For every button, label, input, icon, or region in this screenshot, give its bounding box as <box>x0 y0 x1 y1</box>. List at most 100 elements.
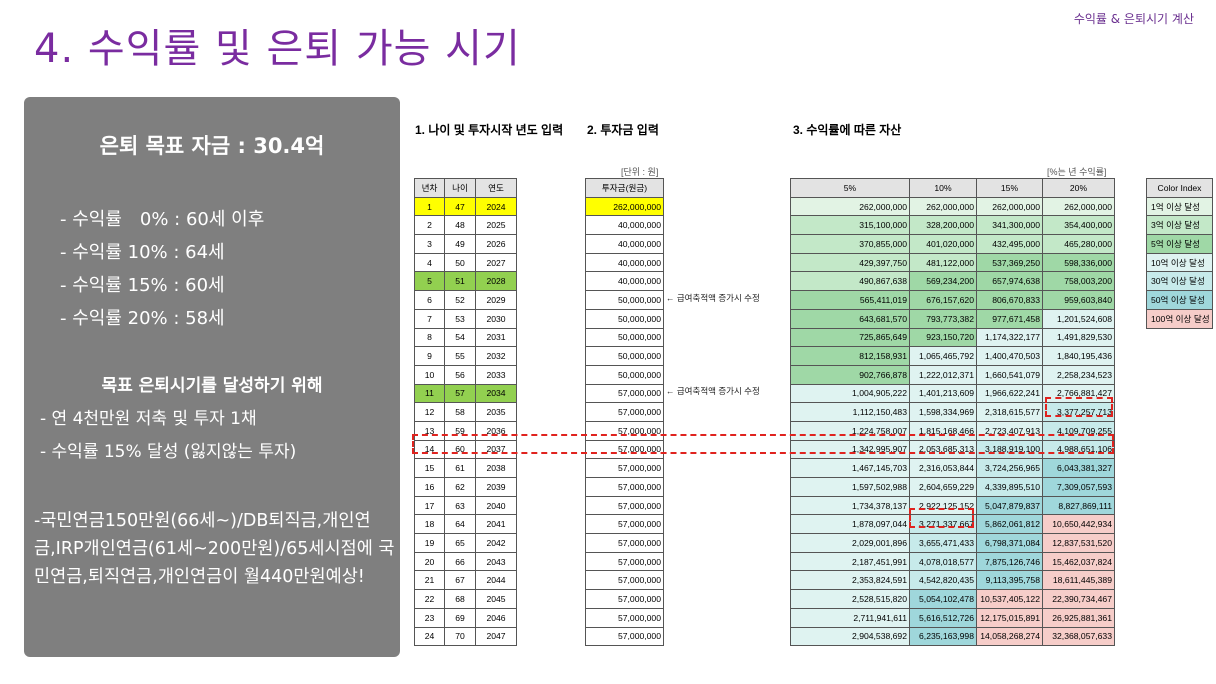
table-cell: 14,058,268,274 <box>976 626 1043 647</box>
table-cell: 643,681,570 <box>790 308 910 329</box>
age-row: 5 51 2028 <box>414 271 517 292</box>
col-header: 나이 <box>444 178 476 198</box>
table-cell: 2,316,053,844 <box>909 458 977 478</box>
legend-row: 1억 이상 달성 <box>1146 196 1213 217</box>
investment-row: 57,000,000 <box>585 626 664 647</box>
assets-row: 1,467,145,703 2,316,053,844 3,724,256,965 6… <box>790 458 1115 478</box>
table-cell: 6 <box>414 290 445 310</box>
table-cell: 51 <box>444 271 476 292</box>
table-cell: 262,000,000 <box>909 196 977 217</box>
table-cell: 32,368,057,633 <box>1042 626 1115 647</box>
table-cell: 9 <box>414 346 445 366</box>
table-cell: 40,000,000 <box>585 234 664 254</box>
age-row: 17 63 2040 <box>414 495 517 516</box>
table-cell: 3 <box>414 234 445 254</box>
investment-row: 57,000,000 <box>585 570 664 591</box>
investment-row: 40,000,000 <box>585 271 664 292</box>
table-cell: 2,922,125,152 <box>909 495 977 516</box>
table-cell: 2034 <box>475 383 517 404</box>
age-row: 3 49 2026 <box>414 234 517 254</box>
assets-row: 2,711,941,611 5,616,512,726 12,175,015,891… <box>790 607 1115 628</box>
rate-line: - 수익률 15% : 60세 <box>60 275 225 296</box>
investment-table: 투자금(원금) 262,000,000 40,000,000 40,000,000 4… <box>585 178 664 647</box>
investment-row: 57,000,000 <box>585 477 664 497</box>
table-cell: 1,491,829,530 <box>1042 327 1115 348</box>
table-cell: 3,724,256,965 <box>976 458 1043 478</box>
table-cell: 565,411,019 <box>790 290 910 310</box>
table-cell: 2046 <box>475 607 517 628</box>
table-cell: 598,336,000 <box>1042 252 1115 273</box>
table-cell: 2035 <box>475 402 517 422</box>
table-cell: 49 <box>444 234 476 254</box>
age-row: 9 55 2032 <box>414 346 517 366</box>
table-cell: 57,000,000 <box>585 477 664 497</box>
table-cell: 1,966,622,241 <box>976 383 1043 404</box>
legend-row: 100억 이상 달성 <box>1146 308 1213 329</box>
col-header: 15% <box>976 178 1043 198</box>
table-cell: 902,766,878 <box>790 364 910 385</box>
col-header: 년차 <box>414 178 445 198</box>
col-header: 투자금(원금) <box>585 178 664 198</box>
table-cell: 57,000,000 <box>585 402 664 422</box>
table-cell: 16 <box>414 477 445 497</box>
legend-row: 5억 이상 달성 <box>1146 234 1213 254</box>
table-cell: 67 <box>444 570 476 591</box>
table-cell: 69 <box>444 607 476 628</box>
table-cell: 758,003,200 <box>1042 271 1115 292</box>
table-cell: 15,462,037,824 <box>1042 551 1115 572</box>
table-cell: 354,400,000 <box>1042 215 1115 236</box>
table-cell: 481,122,000 <box>909 252 977 273</box>
table-cell: 1 <box>414 196 445 217</box>
unit-label: [단위 : 원] <box>621 167 659 177</box>
table-cell: 1,342,995,907 <box>790 439 910 460</box>
age-row: 19 65 2042 <box>414 533 517 553</box>
table-cell: 5 <box>414 271 445 292</box>
assets-row: 2,353,824,591 4,542,820,435 9,113,395,758 1… <box>790 570 1115 591</box>
table-cell: 57,000,000 <box>585 383 664 404</box>
table-cell: 2028 <box>475 271 517 292</box>
investment-row: 50,000,000 <box>585 327 664 348</box>
strategy-line: - 연 4천만원 저축 및 투자 1채 <box>40 409 257 429</box>
table-cell: 40,000,000 <box>585 215 664 236</box>
assets-row: 643,681,570 793,773,382 977,671,458 1,201,5… <box>790 308 1115 329</box>
table-cell: 17 <box>414 495 445 516</box>
table-cell: 1,597,502,988 <box>790 477 910 497</box>
col-header: 연도 <box>475 178 517 198</box>
table-cell: 1,222,012,371 <box>909 364 977 385</box>
table-cell: 1,112,150,483 <box>790 402 910 422</box>
table-cell: 50,000,000 <box>585 290 664 310</box>
legend-item: 50억 이상 달성 <box>1146 290 1213 310</box>
table-cell: 68 <box>444 589 476 609</box>
table-cell: 50,000,000 <box>585 327 664 348</box>
col-header: 20% <box>1042 178 1115 198</box>
table-cell: 490,867,638 <box>790 271 910 292</box>
table-cell: 24 <box>414 626 445 647</box>
assets-row: 2,029,001,896 3,655,471,433 6,798,371,084 1… <box>790 533 1115 553</box>
table-cell: 8 <box>414 327 445 348</box>
table-cell: 806,670,833 <box>976 290 1043 310</box>
legend-item: 1억 이상 달성 <box>1146 196 1213 217</box>
pension-note: -국민연금150만원(66세~)/DB퇴직금,개인연금,IRP개인연금(61세~… <box>34 511 395 587</box>
assets-row: 1,004,905,222 1,401,213,609 1,966,622,241 2… <box>790 383 1115 404</box>
table-cell: 12 <box>414 402 445 422</box>
assets-row: 315,100,000 328,200,000 341,300,000 354,400… <box>790 215 1115 236</box>
table-cell: 2,258,234,523 <box>1042 364 1115 385</box>
table-cell: 370,855,000 <box>790 234 910 254</box>
table-cell: 2,318,615,577 <box>976 402 1043 422</box>
table-cell: 401,020,000 <box>909 234 977 254</box>
table-cell: 1,004,905,222 <box>790 383 910 404</box>
table-cell: 315,100,000 <box>790 215 910 236</box>
table-cell: 2,528,515,820 <box>790 589 910 609</box>
legend-item: 30억 이상 달성 <box>1146 271 1213 292</box>
table-cell: 10,650,442,934 <box>1042 514 1115 535</box>
table-cell: 50,000,000 <box>585 364 664 385</box>
table-cell: 58 <box>444 402 476 422</box>
age-row: 12 58 2035 <box>414 402 517 422</box>
table-cell: 812,158,931 <box>790 346 910 366</box>
table-cell: 40,000,000 <box>585 252 664 273</box>
rate-label: [%는 년 수익률] <box>1047 167 1107 177</box>
legend-item: 10억 이상 달성 <box>1146 252 1213 273</box>
table-cell: 657,974,638 <box>976 271 1043 292</box>
table-cell: 26,925,881,361 <box>1042 607 1115 628</box>
table-cell: 2,904,538,692 <box>790 626 910 647</box>
